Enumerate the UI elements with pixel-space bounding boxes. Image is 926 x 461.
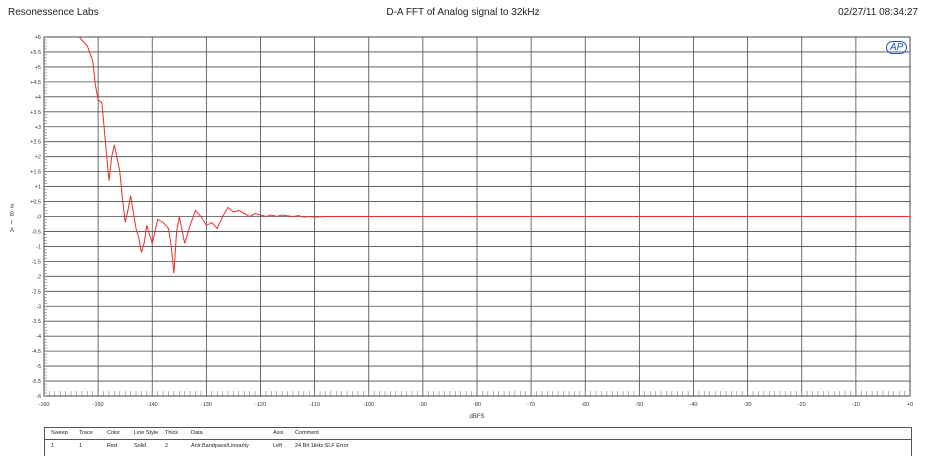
legend-cell: 2 — [165, 443, 169, 449]
legend-header-cell: Sweep — [51, 430, 68, 436]
y-tick-label: +6 — [35, 35, 41, 41]
y-tick-label: +3 — [35, 125, 41, 131]
legend-cell: 1 — [51, 443, 55, 449]
legend-header-cell: Color — [107, 430, 121, 436]
y-tick-label: +4 — [35, 95, 41, 101]
legend-header-cell: Axis — [273, 430, 284, 436]
y-tick-label: -2.5 — [32, 289, 41, 295]
legend-cell: Solid — [134, 443, 147, 449]
y-tick-label: +5.5 — [30, 50, 41, 56]
ap-logo-icon: AP — [886, 41, 908, 54]
x-tick-label: -30 — [744, 402, 752, 408]
y-tick-label: +2.5 — [30, 140, 41, 146]
legend-cell: Red — [107, 443, 118, 449]
x-tick-label: -60 — [581, 402, 589, 408]
x-tick-label: -120 — [255, 402, 266, 408]
y-tick-label: -6 — [36, 394, 41, 400]
y-tick-label: -4 — [36, 334, 41, 340]
legend-header-cell: Trace — [79, 430, 93, 436]
x-tick-label: -20 — [798, 402, 806, 408]
legend-cell: Left — [273, 443, 283, 449]
legend-data-row: 1 1 Red Solid 2 Anlr.Bandpass/Linearity Left 24… — [45, 443, 911, 452]
timestamp: 02/27/11 08:34:27 — [838, 7, 918, 18]
y-tick-label: +2 — [35, 155, 41, 161]
legend-divider — [45, 439, 911, 440]
y-tick-label: -1 — [36, 244, 41, 250]
x-tick-label: -90 — [419, 402, 427, 408]
series-line — [78, 36, 910, 274]
y-tick-label: -3 — [36, 304, 41, 310]
y-tick-label: +3.5 — [30, 110, 41, 116]
x-tick-label: -140 — [147, 402, 158, 408]
x-tick-label: -50 — [635, 402, 643, 408]
fft-plot: -160 -150 -140 -130 -120 -110 -100 -90 -80 -70 -60… — [10, 35, 913, 420]
y-tick-label: -3.5 — [32, 319, 41, 325]
y-tick-label: -5 — [36, 364, 41, 370]
y-tick-label: -5.5 — [32, 379, 41, 385]
lab-name: Resonessence Labs — [8, 7, 99, 18]
y-tick-label: +1 — [35, 185, 41, 191]
x-tick-label: -70 — [527, 402, 535, 408]
legend-cell: Anlr.Bandpass/Linearity — [191, 443, 249, 449]
x-tick-label: -10 — [852, 402, 860, 408]
x-tick-label: -100 — [363, 402, 374, 408]
y-tick-label: -2 — [36, 274, 41, 280]
legend-cell: 24 Bit 1kHz SLF Error — [295, 443, 349, 449]
x-tick-label: -80 — [473, 402, 481, 408]
y-tick-label: -4.5 — [32, 349, 41, 355]
y-tick-label: +0.5 — [30, 200, 41, 206]
y-tick-label: -1.5 — [32, 259, 41, 265]
x-tick-label: +0 — [907, 402, 913, 408]
x-tick-label: -110 — [309, 402, 320, 408]
x-tick-label: -40 — [690, 402, 698, 408]
legend-header-cell: Thick — [165, 430, 179, 436]
legend-header-cell: Line Style — [134, 430, 159, 436]
y-tick-label: +5 — [35, 65, 41, 71]
x-tick-label: -130 — [201, 402, 212, 408]
legend-header-cell: Comment — [295, 430, 319, 436]
trace-legend-table: Sweep Trace Color Line Style Thick Data Axis Co… — [44, 427, 912, 456]
x-tick-label: -160 — [38, 402, 49, 408]
chart-title: D-A FFT of Analog signal to 32kHz — [386, 7, 540, 18]
legend-cell: 1 — [79, 443, 83, 449]
legend-header-row: Sweep Trace Color Line Style Thick Data Axis Co… — [45, 430, 911, 439]
y-tick-label: -0 — [36, 215, 41, 221]
x-axis-label: dBFS — [469, 414, 484, 420]
legend-header-cell: Data — [191, 430, 203, 436]
y-tick-label: +1.5 — [30, 170, 41, 176]
x-tick-label: -150 — [93, 402, 104, 408]
y-tick-label: -0.5 — [32, 229, 41, 235]
y-tick-label: +4.5 — [30, 80, 41, 86]
